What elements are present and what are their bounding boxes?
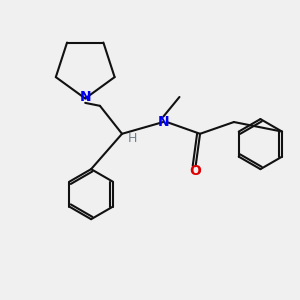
Text: N: N: [158, 115, 169, 129]
Text: O: O: [190, 164, 202, 178]
Text: N: N: [80, 90, 91, 104]
Text: H: H: [128, 132, 137, 145]
